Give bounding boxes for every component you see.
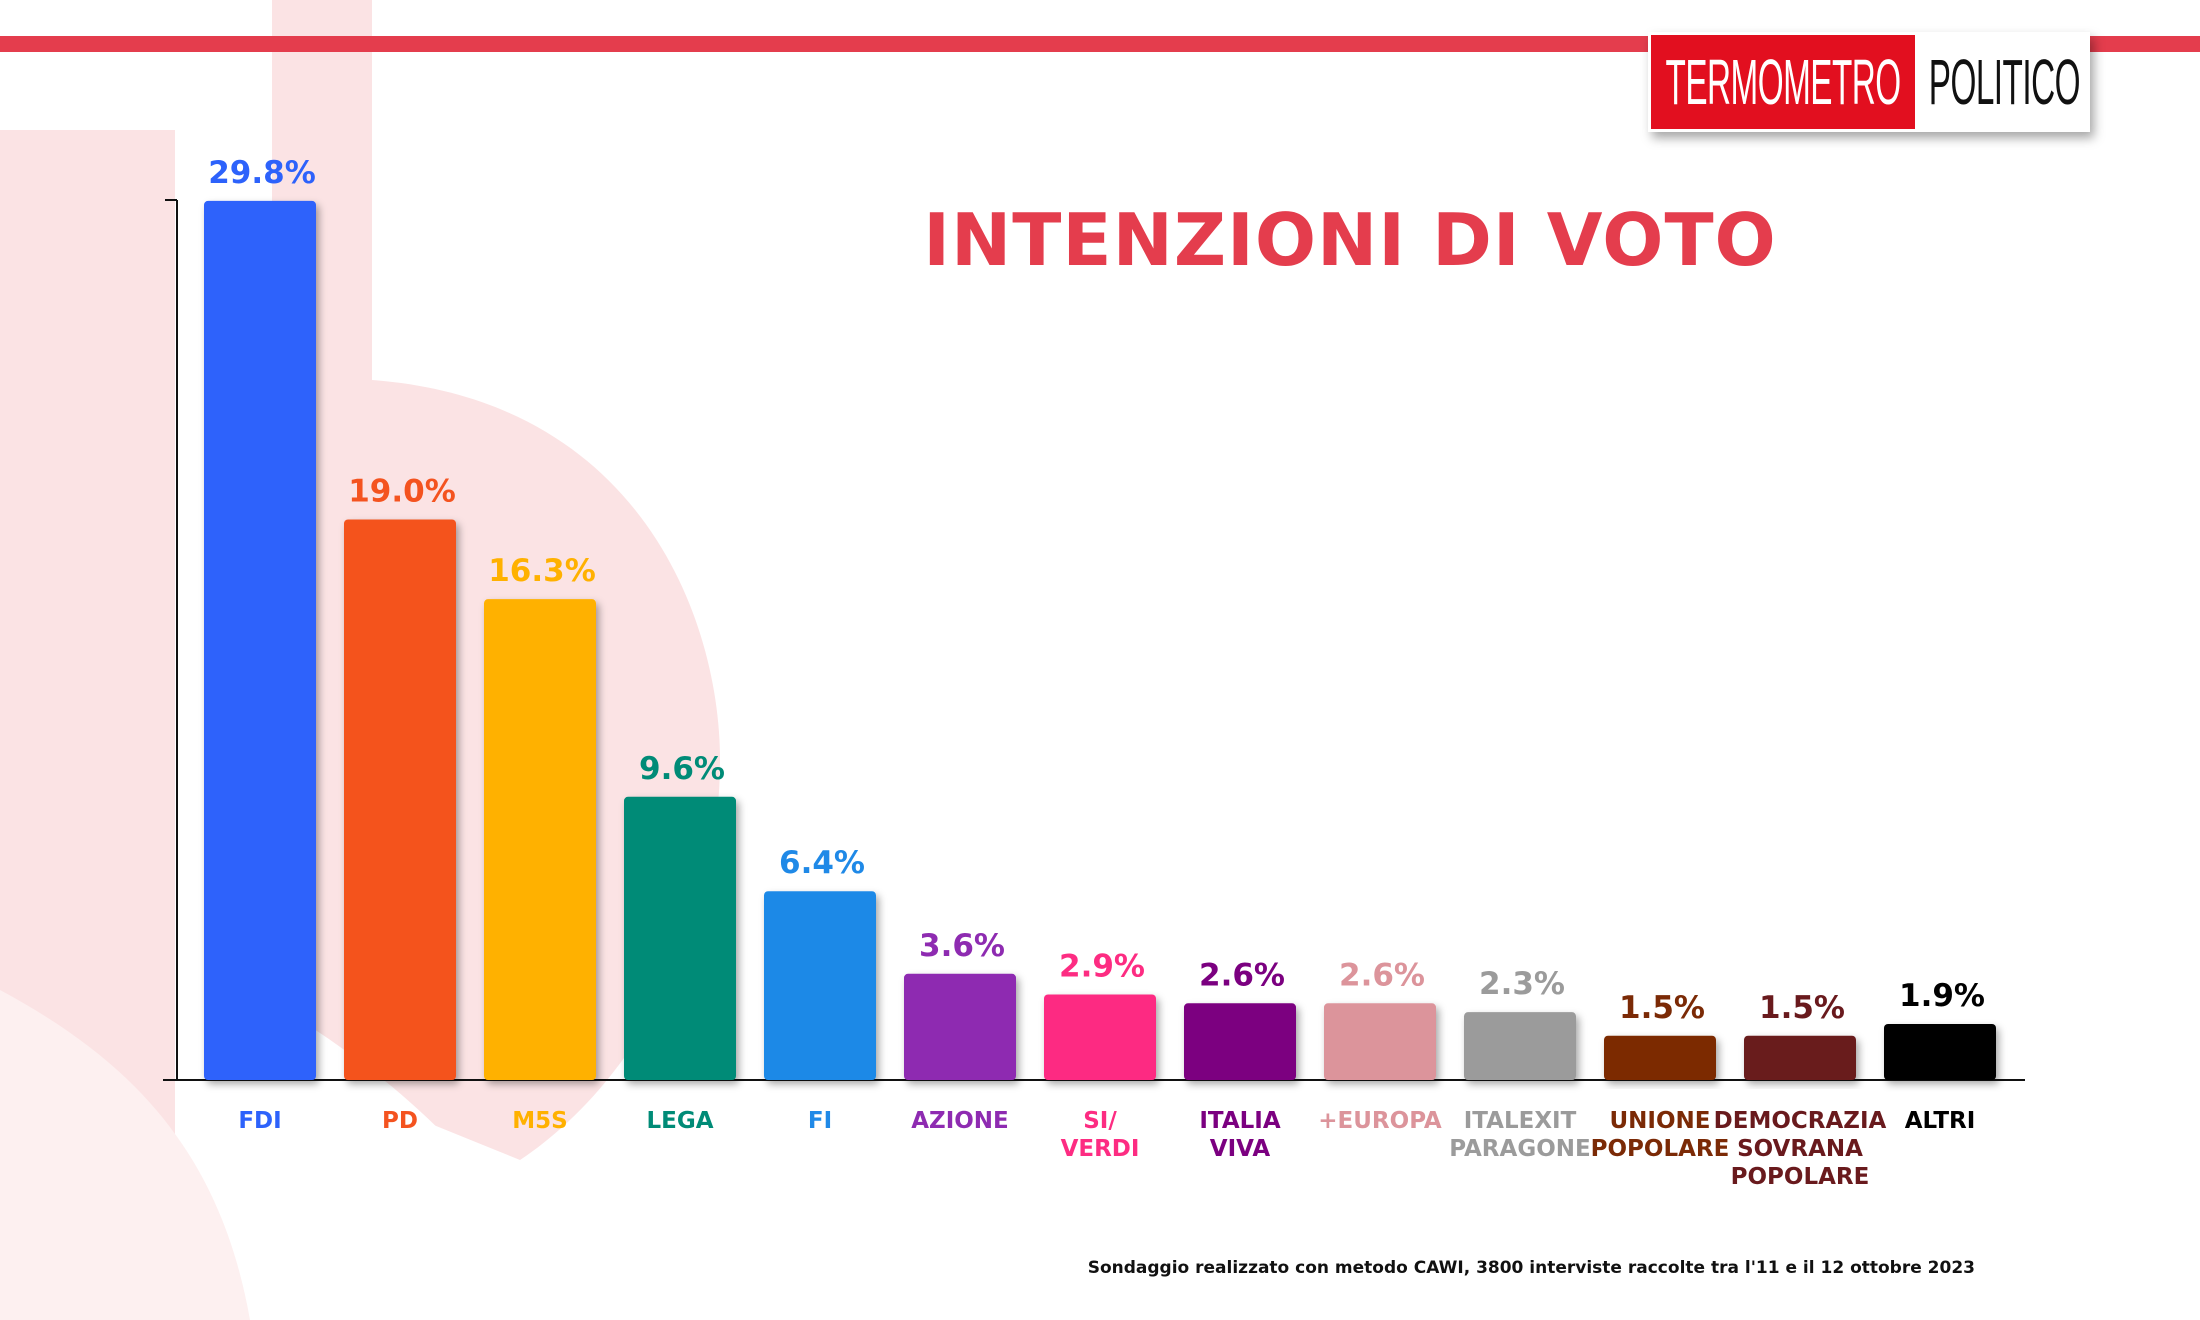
bar-5: [904, 973, 1016, 1080]
bar-7: [1184, 1003, 1296, 1080]
value-label-2: 16.3%: [488, 553, 596, 589]
chart-title: INTENZIONI DI VOTO: [923, 198, 1777, 282]
logo-left-text: TERMOMETRO: [1665, 46, 1901, 118]
termometro-politico-logo: TERMOMETRO POLITICO: [1648, 32, 2090, 132]
value-label-6: 2.9%: [1059, 948, 1145, 984]
category-label-5: AZIONE: [911, 1108, 1009, 1134]
category-label-2: M5S: [512, 1108, 567, 1134]
category-label-9: ITALEXIT PARAGONE: [1449, 1108, 1590, 1162]
value-label-9: 2.3%: [1479, 966, 1565, 1002]
category-label-3: LEGA: [646, 1108, 713, 1134]
category-label-11: DEMOCRAZIA SOVRANA POPOLARE: [1714, 1108, 1887, 1190]
category-label-1: PD: [382, 1108, 418, 1134]
bar-10: [1604, 1035, 1716, 1080]
category-label-4: FI: [808, 1108, 832, 1134]
category-label-0: FDI: [238, 1108, 281, 1134]
value-label-10: 1.5%: [1619, 990, 1705, 1026]
bar-4: [764, 891, 876, 1080]
bar-8: [1324, 1003, 1436, 1080]
value-label-4: 6.4%: [779, 845, 865, 881]
bar-11: [1744, 1035, 1856, 1080]
category-label-10: UNIONE POPOLARE: [1591, 1108, 1730, 1162]
category-label-6: SI/VERDI: [1061, 1108, 1140, 1162]
value-label-5: 3.6%: [919, 928, 1005, 964]
value-label-7: 2.6%: [1199, 957, 1285, 993]
value-label-11: 1.5%: [1759, 990, 1845, 1026]
value-label-1: 19.0%: [348, 474, 456, 510]
bars: [204, 200, 1996, 1080]
bar-12: [1884, 1023, 1996, 1080]
source-footnote: Sondaggio realizzato con metodo CAWI, 38…: [1087, 1258, 1975, 1278]
bar-2: [484, 599, 596, 1080]
value-label-3: 9.6%: [639, 751, 725, 787]
category-labels: FDI PD M5S LEGA FI AZIONE SI/VERDI ITALIA VIVA +E…: [238, 1108, 1975, 1190]
bar-1: [344, 519, 456, 1080]
bar-0: [204, 200, 316, 1080]
bar-6: [1044, 994, 1156, 1080]
value-label-12: 1.9%: [1899, 978, 1985, 1014]
category-label-12: ALTRI: [1905, 1108, 1976, 1134]
category-label-7: ITALIA VIVA: [1199, 1108, 1280, 1162]
bar-3: [624, 796, 736, 1080]
value-labels: 29.8% 19.0% 16.3% 9.6% 6.4% 3.6% 2.9% 2.6% 2.6% 2…: [208, 155, 1985, 1026]
logo-red-part: TERMOMETRO: [1648, 32, 1918, 132]
value-label-8: 2.6%: [1339, 957, 1425, 993]
value-label-0: 29.8%: [208, 155, 316, 191]
logo-white-part: POLITICO: [1918, 32, 2090, 132]
bar-9: [1464, 1012, 1576, 1080]
logo-right-text: POLITICO: [1928, 46, 2080, 118]
category-label-8: +EUROPA: [1318, 1108, 1442, 1134]
